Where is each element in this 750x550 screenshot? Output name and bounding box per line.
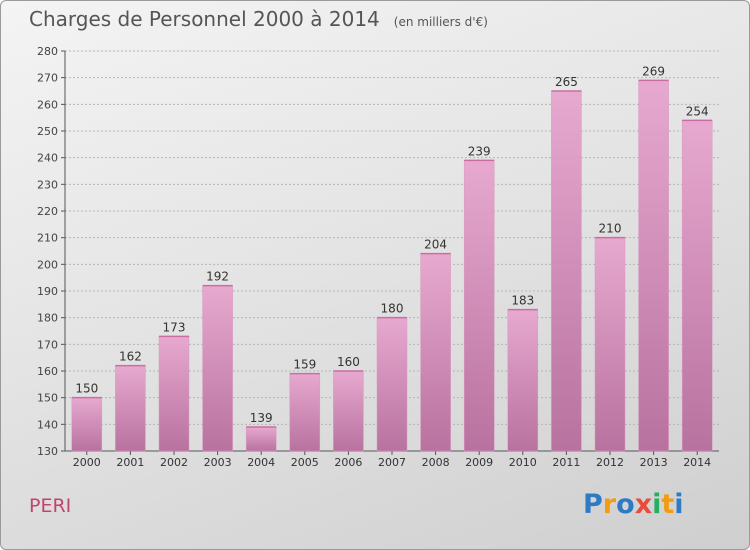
value-label-2002: 173 <box>163 320 186 334</box>
logo-letter: P <box>583 489 603 520</box>
logo-letter: x <box>634 489 653 520</box>
x-tick-label-2011: 2011 <box>552 456 580 469</box>
value-label-2009: 239 <box>468 144 491 158</box>
logo-letter: i <box>652 489 662 520</box>
value-label-2001: 162 <box>119 350 142 364</box>
value-label-2011: 265 <box>555 75 578 89</box>
logo-letter: r <box>602 489 617 520</box>
x-tick-label-2008: 2008 <box>422 456 450 469</box>
value-label-2008: 204 <box>424 238 447 252</box>
x-tick-label-2012: 2012 <box>596 456 624 469</box>
label-layer: 150 162 173 192 139 159 160 180 204 239 183 265 210 2… <box>75 64 708 425</box>
y-tick-label: 200 <box>37 258 58 271</box>
bar-2006 <box>333 370 364 452</box>
chart-title: Charges de Personnel 2000 à 2014 <box>29 7 380 31</box>
value-label-2013: 269 <box>642 64 665 78</box>
value-label-2012: 210 <box>599 222 622 236</box>
y-tick-label: 220 <box>37 205 58 218</box>
bar-2005 <box>289 373 321 452</box>
commune-label: PERI <box>29 495 72 517</box>
bar-2013 <box>638 80 669 452</box>
value-label-2006: 160 <box>337 355 360 369</box>
value-label-2004: 139 <box>250 411 273 425</box>
bar-2000 <box>71 397 103 452</box>
y-tick-label: 160 <box>37 365 58 378</box>
bar-2004 <box>245 426 277 452</box>
y-tick-label: 240 <box>37 152 58 165</box>
value-label-2007: 180 <box>381 302 404 316</box>
bar-2010 <box>507 309 539 452</box>
x-tick-label-2001: 2001 <box>116 456 144 469</box>
x-tick-label-2010: 2010 <box>509 456 537 469</box>
x-tick-label-2000: 2000 <box>73 456 101 469</box>
x-tick-label-2003: 2003 <box>204 456 232 469</box>
y-tick-label: 150 <box>37 392 58 405</box>
y-tick-label: 190 <box>37 285 58 298</box>
chart-title-row: Charges de Personnel 2000 à 2014 (en mill… <box>29 7 488 31</box>
x-tick-label-2009: 2009 <box>465 456 493 469</box>
bar-2007 <box>376 317 408 452</box>
y-tick-label: 210 <box>37 232 58 245</box>
y-tick-label: 270 <box>37 72 58 85</box>
chart-subtitle: (en milliers d'€) <box>393 15 488 29</box>
logo-letter: t <box>661 489 675 520</box>
y-tick-label: 260 <box>37 98 58 111</box>
y-tick-label: 140 <box>37 418 58 431</box>
bar-2008 <box>420 253 451 452</box>
bar-2001 <box>115 365 146 452</box>
value-label-2010: 183 <box>511 294 534 308</box>
y-tick-label: 250 <box>37 125 58 138</box>
value-label-2000: 150 <box>75 382 98 396</box>
x-tick-label-2007: 2007 <box>378 456 406 469</box>
bar-2014 <box>681 120 713 452</box>
x-tick-label-2006: 2006 <box>334 456 362 469</box>
y-tick-label: 130 <box>37 445 58 458</box>
y-tick-label: 280 <box>37 45 58 58</box>
proxiti-logo[interactable]: Proxiti <box>583 489 684 520</box>
bar-layer <box>71 79 713 452</box>
bar-2009 <box>463 160 495 452</box>
logo-letter: o <box>616 489 635 520</box>
axis-layer: 130 140 150 160 170 180 190 200 210 220 230 240 250 2… <box>37 45 719 469</box>
y-tick-label: 180 <box>37 312 58 325</box>
bar-2003 <box>202 285 233 452</box>
x-tick-label-2005: 2005 <box>291 456 319 469</box>
bar-2002 <box>158 336 190 452</box>
value-label-2014: 254 <box>686 104 709 118</box>
y-tick-label: 230 <box>37 178 58 191</box>
bar-2011 <box>551 90 582 452</box>
value-label-2003: 192 <box>206 270 229 284</box>
x-tick-label-2014: 2014 <box>683 456 711 469</box>
logo-letter: i <box>674 489 684 520</box>
value-label-2005: 159 <box>293 358 316 372</box>
y-tick-label: 170 <box>37 338 58 351</box>
bar-2012 <box>594 237 626 452</box>
x-tick-label-2002: 2002 <box>160 456 188 469</box>
x-tick-label-2013: 2013 <box>640 456 668 469</box>
x-tick-label-2004: 2004 <box>247 456 275 469</box>
